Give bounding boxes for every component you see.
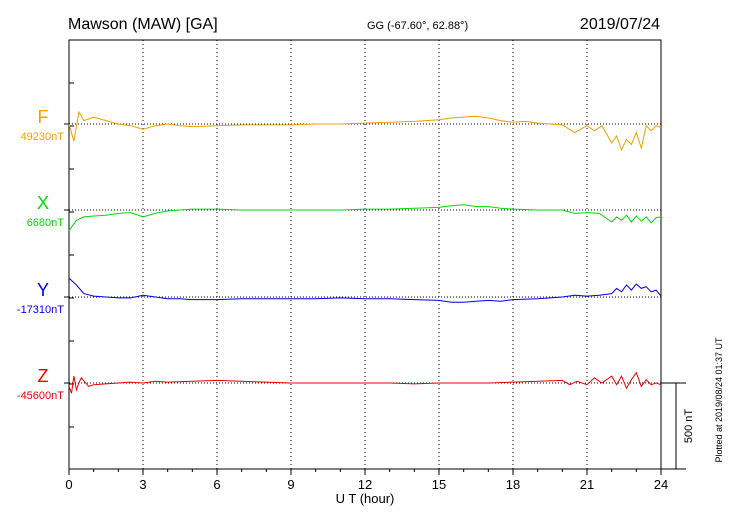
series-line-f [68, 110, 662, 152]
component-label-y: Y [37, 280, 49, 300]
tick-layer: 0 3 6 9 12 15 18 21 24 [64, 82, 668, 492]
x-tick-label: 24 [654, 477, 668, 492]
series-layer [68, 110, 662, 394]
baseline-value-x: 6680nT [27, 217, 65, 229]
label-layer: F 49230nT X 6680nT Y -17310nT Z -45600nT [17, 107, 64, 402]
component-label-f: F [38, 107, 49, 127]
baseline-value-f: 49230nT [21, 131, 65, 143]
station-title: Mawson (MAW) [GA] [68, 16, 218, 33]
scale-bar-label: 500 nT [683, 409, 695, 444]
component-label-x: X [37, 193, 49, 213]
baseline-value-z: -45600nT [17, 390, 64, 402]
x-tick-label: 3 [139, 477, 146, 492]
x-tick-label: 6 [213, 477, 220, 492]
series-line-z [68, 371, 662, 394]
x-tick-label: 9 [287, 477, 294, 492]
x-tick-label: 18 [506, 477, 520, 492]
coordinates-label: GG (-67.60°, 62.88°) [367, 20, 468, 32]
date-label: 2019/07/24 [580, 16, 660, 33]
x-tick-label: 12 [358, 477, 372, 492]
x-tick-label: 15 [432, 477, 446, 492]
x-tick-label: 21 [580, 477, 594, 492]
plotted-at-note: Plotted at 2019/08/24 01:37 UT [714, 337, 724, 463]
x-tick-label: 0 [65, 477, 72, 492]
series-line-x [68, 204, 662, 231]
x-axis-label: U T (hour) [336, 491, 395, 506]
scale-bar: 500 nT [661, 382, 695, 470]
component-label-z: Z [38, 366, 49, 386]
grid-layer [69, 40, 661, 469]
baseline-value-y: -17310nT [17, 304, 64, 316]
series-line-y [68, 277, 662, 303]
